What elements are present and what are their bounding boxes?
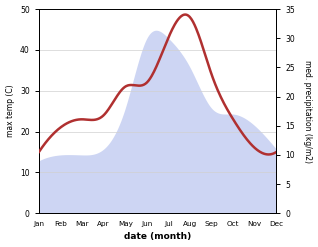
Y-axis label: max temp (C): max temp (C) [5,85,15,138]
X-axis label: date (month): date (month) [124,232,191,242]
Y-axis label: med. precipitation (kg/m2): med. precipitation (kg/m2) [303,60,313,163]
